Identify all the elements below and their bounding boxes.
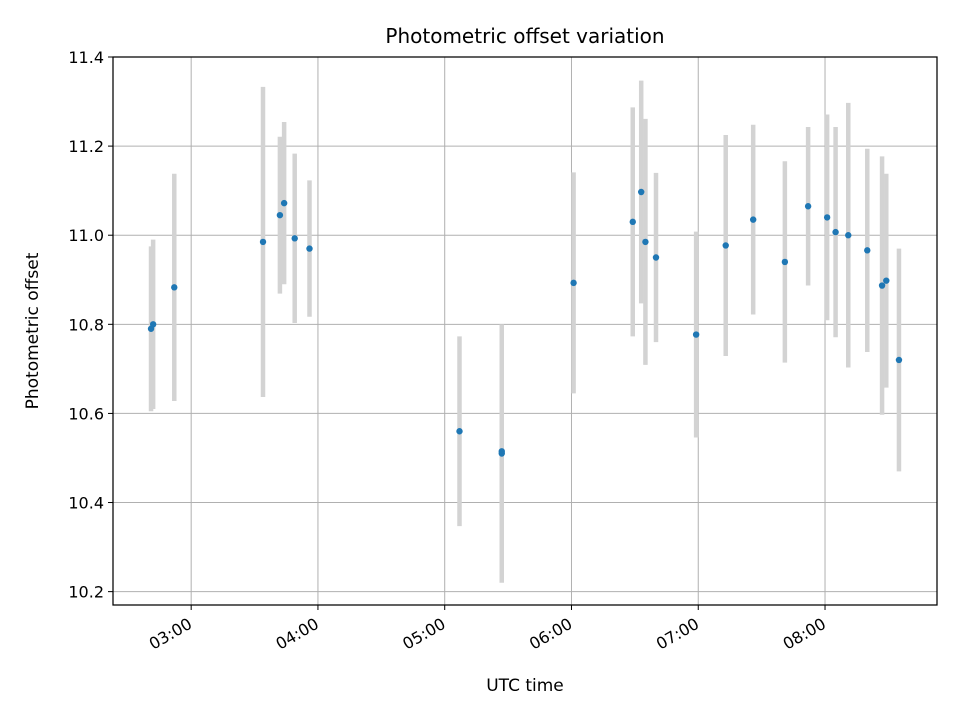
y-tick-label: 11.2 <box>68 137 104 156</box>
x-axis-title: UTC time <box>486 676 564 696</box>
data-point <box>749 216 757 223</box>
data-point <box>171 284 178 291</box>
data-point <box>804 203 812 210</box>
data-point <box>722 242 729 249</box>
data-point <box>864 247 871 254</box>
plot-frame <box>112 56 938 606</box>
data-point <box>149 321 157 328</box>
y-tick-label: 11.4 <box>68 48 104 67</box>
data-point <box>291 235 298 242</box>
data-point <box>570 279 577 287</box>
data-point <box>456 428 463 435</box>
y-tick-label: 10.8 <box>68 315 104 334</box>
data-point <box>878 282 886 289</box>
chart-title: Photometric offset variation <box>385 24 664 48</box>
data-point <box>823 214 831 221</box>
y-tick-label: 10.4 <box>68 494 104 513</box>
y-axis-ticks: 10.2 10.4 10.6 10.8 11.0 11.2 11.4 <box>68 48 113 602</box>
data-point <box>259 238 267 246</box>
data-point <box>276 211 284 219</box>
y-tick-label: 10.2 <box>68 583 104 602</box>
data-point <box>638 188 645 196</box>
data-point <box>845 232 852 239</box>
data-point <box>883 277 890 284</box>
data-point <box>832 228 839 236</box>
data-points <box>147 188 903 457</box>
data-point <box>306 245 313 252</box>
y-tick-label: 10.6 <box>68 404 104 423</box>
data-point <box>629 218 636 226</box>
data-point <box>652 254 660 261</box>
data-point <box>781 258 789 266</box>
data-point <box>895 356 903 364</box>
data-point <box>280 199 288 207</box>
data-point <box>692 331 700 338</box>
data-point <box>498 448 505 455</box>
y-axis-title: Photometric offset <box>23 252 43 409</box>
data-point <box>642 238 649 246</box>
y-tick-label: 11.0 <box>68 226 104 245</box>
